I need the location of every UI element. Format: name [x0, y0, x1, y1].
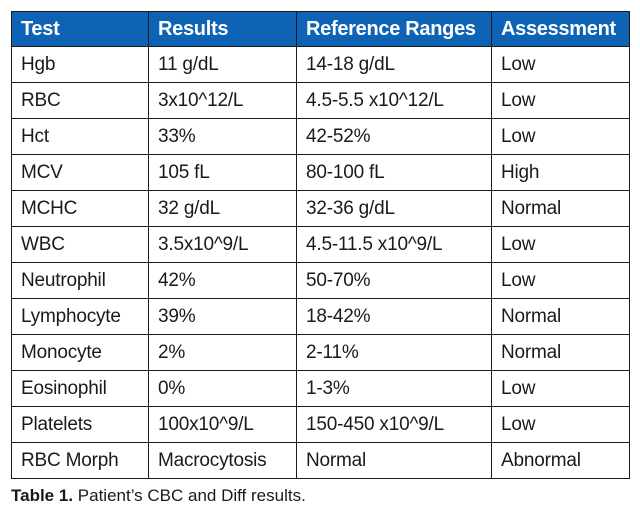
table-row: Eosinophil 0% 1-3% Low [11, 370, 630, 407]
header-assessment: Assessment [491, 11, 630, 47]
table-header-row: Test Results Reference Ranges Assessment [11, 11, 630, 47]
cell-reference-range: 32-36 g/dL [296, 190, 492, 227]
cell-assessment: Normal [491, 190, 630, 227]
cell-result: 33% [148, 118, 297, 155]
cell-result: 11 g/dL [148, 46, 297, 83]
cell-reference-range: 4.5-11.5 x10^9/L [296, 226, 492, 263]
cell-assessment: Low [491, 262, 630, 299]
header-results: Results [148, 11, 297, 47]
cell-assessment: Low [491, 226, 630, 263]
cell-result: 105 fL [148, 154, 297, 191]
cell-result: 42% [148, 262, 297, 299]
cell-reference-range: 80-100 fL [296, 154, 492, 191]
cell-reference-range: 150-450 x10^9/L [296, 406, 492, 443]
cell-result: 32 g/dL [148, 190, 297, 227]
table-row: RBC 3x10^12/L 4.5-5.5 x10^12/L Low [11, 82, 630, 119]
cell-reference-range: 50-70% [296, 262, 492, 299]
cell-assessment: Low [491, 118, 630, 155]
cell-assessment: Normal [491, 334, 630, 371]
table-row: Hct 33% 42-52% Low [11, 118, 630, 155]
table-row: Lymphocyte 39% 18-42% Normal [11, 298, 630, 335]
cell-result: 100x10^9/L [148, 406, 297, 443]
cell-test: Neutrophil [11, 262, 149, 299]
caption-text: Patient’s CBC and Diff results. [73, 486, 306, 505]
cell-test: RBC [11, 82, 149, 119]
table-row: Hgb 11 g/dL 14-18 g/dL Low [11, 46, 630, 83]
cell-test: WBC [11, 226, 149, 263]
table-caption: Table 1. Patient’s CBC and Diff results. [11, 486, 306, 506]
cell-assessment: Low [491, 82, 630, 119]
cell-test: MCHC [11, 190, 149, 227]
table-row: MCV 105 fL 80-100 fL High [11, 154, 630, 191]
table-row: Neutrophil 42% 50-70% Low [11, 262, 630, 299]
cell-test: Platelets [11, 406, 149, 443]
cell-reference-range: 18-42% [296, 298, 492, 335]
cell-result: Macrocytosis [148, 442, 297, 479]
cell-reference-range: Normal [296, 442, 492, 479]
table-row: Monocyte 2% 2-11% Normal [11, 334, 630, 371]
cell-assessment: Abnormal [491, 442, 630, 479]
header-reference-ranges: Reference Ranges [296, 11, 492, 47]
cbc-results-table: Test Results Reference Ranges Assessment… [11, 11, 630, 479]
cell-result: 3.5x10^9/L [148, 226, 297, 263]
cell-test: Hct [11, 118, 149, 155]
cell-assessment: High [491, 154, 630, 191]
cell-assessment: Low [491, 370, 630, 407]
cell-assessment: Low [491, 406, 630, 443]
table-row: MCHC 32 g/dL 32-36 g/dL Normal [11, 190, 630, 227]
cell-result: 2% [148, 334, 297, 371]
cell-result: 39% [148, 298, 297, 335]
cell-test: Lymphocyte [11, 298, 149, 335]
header-test: Test [11, 11, 149, 47]
cell-assessment: Normal [491, 298, 630, 335]
table-row: WBC 3.5x10^9/L 4.5-11.5 x10^9/L Low [11, 226, 630, 263]
cell-reference-range: 42-52% [296, 118, 492, 155]
cell-test: Monocyte [11, 334, 149, 371]
cell-test: MCV [11, 154, 149, 191]
cell-reference-range: 1-3% [296, 370, 492, 407]
cell-test: Hgb [11, 46, 149, 83]
table-row: RBC Morph Macrocytosis Normal Abnormal [11, 442, 630, 479]
cell-assessment: Low [491, 46, 630, 83]
cell-result: 0% [148, 370, 297, 407]
cell-test: RBC Morph [11, 442, 149, 479]
table-row: Platelets 100x10^9/L 150-450 x10^9/L Low [11, 406, 630, 443]
cell-reference-range: 4.5-5.5 x10^12/L [296, 82, 492, 119]
cell-reference-range: 2-11% [296, 334, 492, 371]
cell-reference-range: 14-18 g/dL [296, 46, 492, 83]
cell-test: Eosinophil [11, 370, 149, 407]
cell-result: 3x10^12/L [148, 82, 297, 119]
caption-label: Table 1. [11, 486, 74, 505]
